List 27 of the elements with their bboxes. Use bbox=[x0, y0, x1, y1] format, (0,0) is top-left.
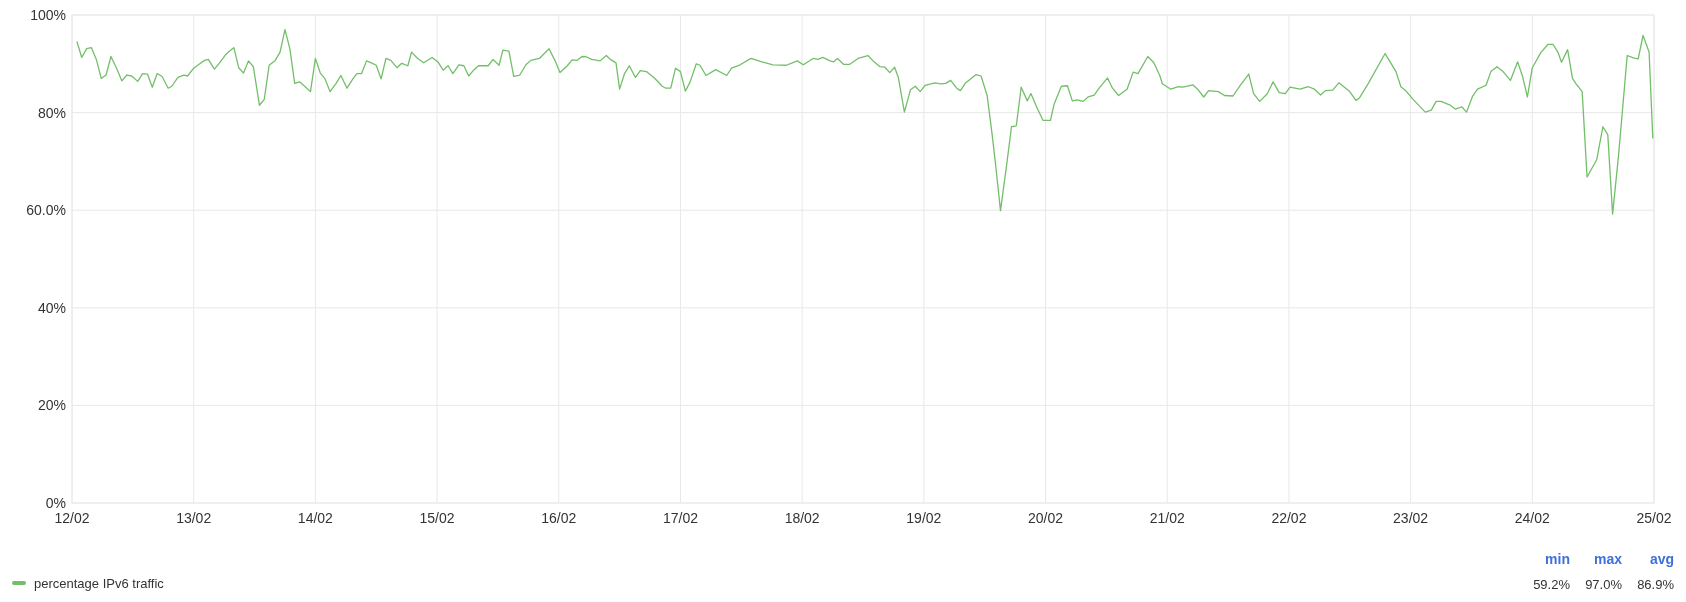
text: 59.2% bbox=[1533, 577, 1571, 592]
x-tick-label: 23/02 bbox=[1393, 510, 1429, 526]
y-tick-label: 60.0% bbox=[26, 202, 66, 219]
text: min bbox=[1545, 551, 1570, 567]
x-tick-label: 13/02 bbox=[176, 510, 212, 526]
text: max bbox=[1593, 551, 1623, 567]
x-tick-label: 25/02 bbox=[1636, 510, 1672, 526]
x-tick-label: 16/02 bbox=[541, 510, 577, 526]
x-tick-label: 15/02 bbox=[419, 510, 455, 526]
x-tick-label: 12/02 bbox=[54, 510, 90, 526]
x-tick-label: 18/02 bbox=[784, 510, 820, 526]
legend-label: percentage IPv6 traffic bbox=[34, 575, 165, 591]
text: 86.9% bbox=[1637, 577, 1675, 592]
x-tick-label: 24/02 bbox=[1514, 510, 1551, 526]
x-tick-label: 22/02 bbox=[1271, 510, 1307, 526]
x-tick-label: 20/02 bbox=[1028, 510, 1064, 526]
y-tick-label: 100% bbox=[30, 6, 66, 23]
y-tick-label: 0% bbox=[45, 494, 66, 511]
y-tick-label: 40% bbox=[37, 299, 66, 316]
text: 97.0% bbox=[1585, 577, 1623, 592]
text: avg bbox=[1649, 551, 1674, 567]
x-tick-label: 21/02 bbox=[1149, 510, 1185, 526]
y-tick-label: 20% bbox=[37, 397, 66, 414]
x-tick-label: 19/02 bbox=[906, 510, 942, 526]
x-tick-label: 14/02 bbox=[297, 510, 334, 526]
x-tick-label: 17/02 bbox=[662, 510, 699, 526]
y-tick-label: 80% bbox=[37, 104, 66, 121]
